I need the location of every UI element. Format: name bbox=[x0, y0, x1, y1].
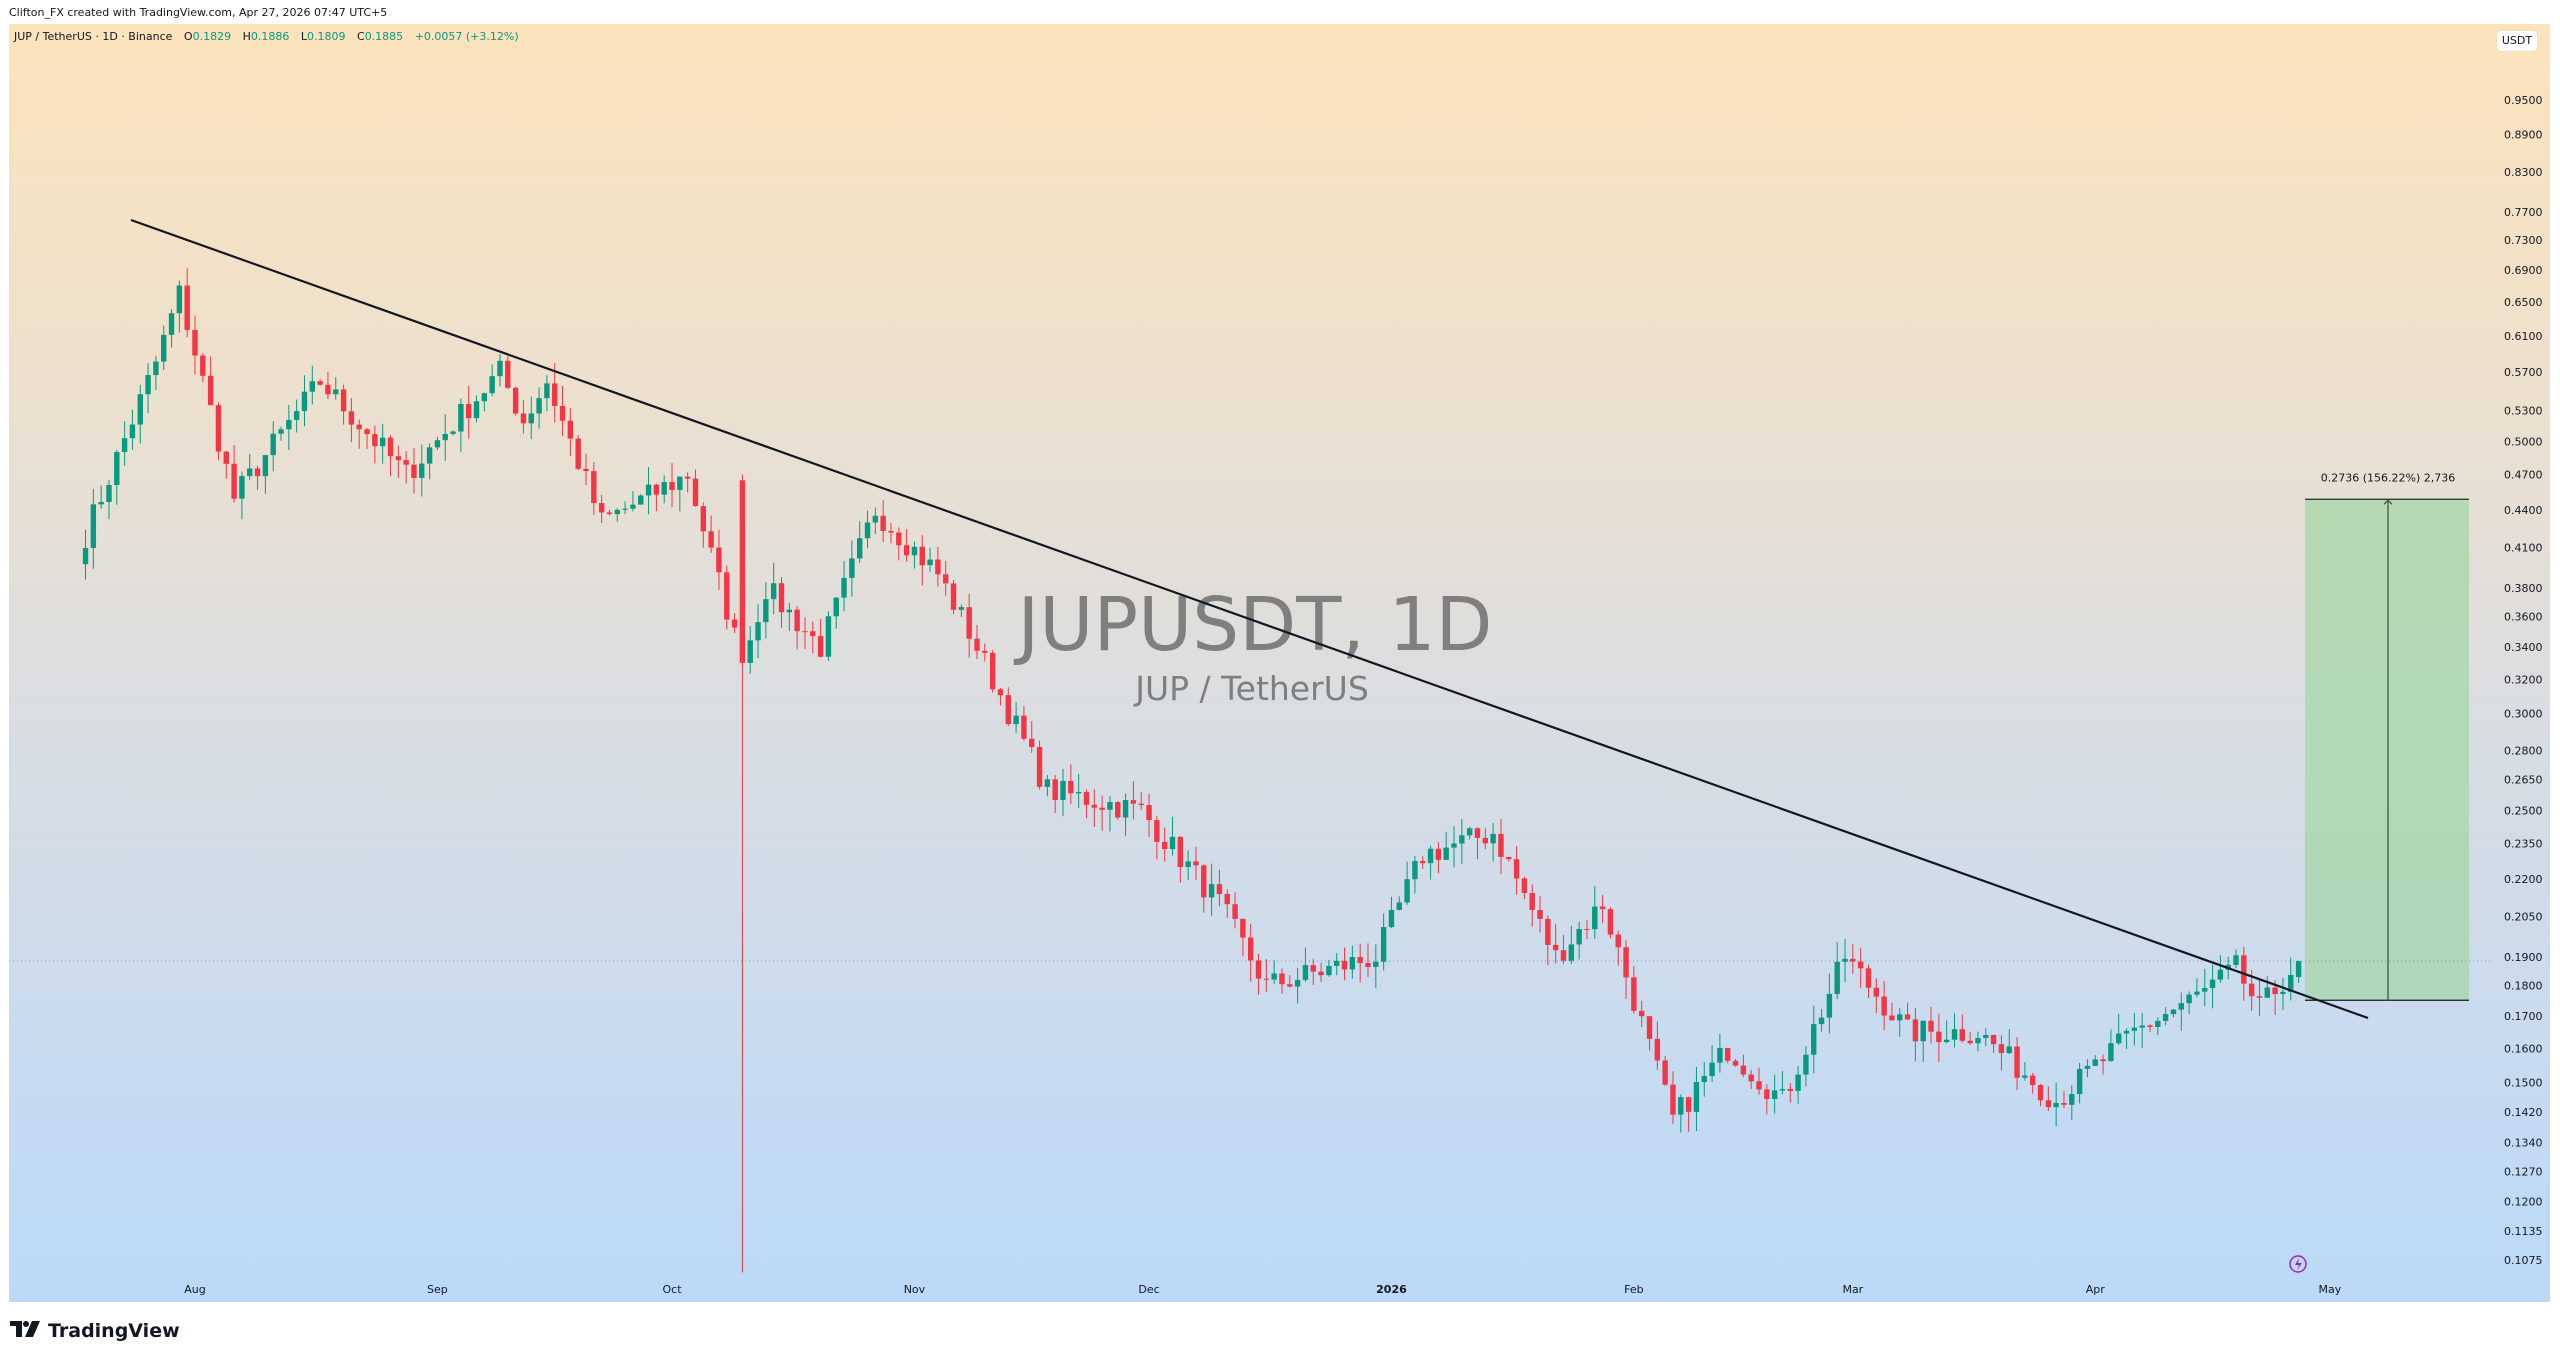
measure-box[interactable] bbox=[2305, 499, 2469, 1001]
price-tick-label: 0.6100 bbox=[2504, 330, 2543, 343]
close-value: 0.1885 bbox=[364, 30, 404, 43]
price-tick-label: 0.3400 bbox=[2504, 641, 2543, 654]
price-tick-label: 0.2800 bbox=[2504, 744, 2543, 757]
price-tick-label: 0.1600 bbox=[2504, 1042, 2543, 1055]
price-tick-label: 0.6500 bbox=[2504, 296, 2543, 309]
high-value: 0.1886 bbox=[250, 30, 290, 43]
price-tick-label: 0.2350 bbox=[2504, 838, 2543, 851]
chart-pane[interactable] bbox=[9, 24, 2550, 1302]
alert-marker[interactable] bbox=[2289, 1255, 2307, 1273]
price-tick-label: 0.2500 bbox=[2504, 805, 2543, 818]
price-axis[interactable]: 0.9500 0.8900 0.8300 0.7700 0.7300 0.6900 0.65… bbox=[2504, 94, 2543, 1267]
symbol-legend: JUP / TetherUS · 1D · Binance O0.1829 H0… bbox=[14, 30, 519, 43]
price-tick-label: 0.3000 bbox=[2504, 708, 2543, 721]
time-tick-label: Dec bbox=[1138, 1283, 1159, 1296]
low-value: 0.1809 bbox=[307, 30, 346, 43]
price-tick-label: 0.5000 bbox=[2504, 436, 2543, 449]
watermark-title: JUPUSDT, 1D bbox=[1013, 582, 1492, 668]
price-tick-label: 0.3200 bbox=[2504, 673, 2543, 686]
price-tick-label: 0.4400 bbox=[2504, 504, 2543, 517]
symbol-line: JUP / TetherUS · 1D · Binance bbox=[14, 30, 173, 43]
price-tick-label: 0.9500 bbox=[2504, 94, 2543, 107]
symbol-watermark: JUPUSDT, 1D JUP / TetherUS bbox=[1013, 582, 1492, 708]
price-tick-label: 0.1270 bbox=[2504, 1165, 2543, 1178]
price-tick-label: 0.2050 bbox=[2504, 910, 2543, 923]
price-tick-label: 0.3800 bbox=[2504, 582, 2543, 595]
measure-label: 0.2736 (156.22%) 2,736 bbox=[2321, 471, 2456, 484]
change-value: +0.0057 (+3.12%) bbox=[414, 30, 519, 43]
price-tick-label: 0.5700 bbox=[2504, 366, 2543, 379]
tradingview-logo-icon bbox=[10, 1320, 42, 1342]
price-tick-label: 0.7700 bbox=[2504, 206, 2543, 219]
time-tick-label: Nov bbox=[904, 1283, 926, 1296]
time-tick-label: May bbox=[2318, 1283, 2341, 1296]
price-tick-label: 0.1500 bbox=[2504, 1077, 2543, 1090]
open-label: O bbox=[183, 30, 193, 43]
price-tick-label: 0.8900 bbox=[2504, 129, 2543, 142]
time-axis[interactable]: Aug Sep Oct Nov Dec 2026 Feb Mar Apr May bbox=[184, 1283, 2341, 1296]
currency-unit-button[interactable]: USDT bbox=[2497, 31, 2537, 51]
tradingview-logo[interactable]: TradingView bbox=[10, 1320, 180, 1342]
price-tick-label: 0.1700 bbox=[2504, 1010, 2543, 1023]
price-tick-label: 0.8300 bbox=[2504, 166, 2543, 179]
price-tick-label: 0.1200 bbox=[2504, 1195, 2543, 1208]
low-label: L bbox=[300, 30, 307, 43]
time-tick-label: Aug bbox=[184, 1283, 205, 1296]
price-tick-label: 0.6900 bbox=[2504, 264, 2543, 277]
price-tick-label: 0.1135 bbox=[2504, 1225, 2543, 1238]
arrow-up-icon bbox=[2383, 499, 2393, 505]
time-tick-label: 2026 bbox=[1376, 1283, 1407, 1296]
time-tick-label: Sep bbox=[427, 1283, 448, 1296]
price-tick-label: 0.4100 bbox=[2504, 541, 2543, 554]
price-tick-label: 0.3600 bbox=[2504, 611, 2543, 624]
lightning-icon[interactable] bbox=[2289, 1255, 2307, 1273]
high-label: H bbox=[242, 30, 251, 43]
price-tick-label: 0.1075 bbox=[2504, 1254, 2543, 1267]
price-tick-label: 0.5300 bbox=[2504, 405, 2543, 418]
price-tick-label: 0.1340 bbox=[2504, 1137, 2543, 1150]
price-tick-label: 0.1800 bbox=[2504, 980, 2543, 993]
time-tick-label: Mar bbox=[1842, 1283, 1863, 1296]
close-label: C bbox=[357, 30, 365, 43]
price-tick-label: 0.1900 bbox=[2504, 951, 2543, 964]
price-tick-label: 0.7300 bbox=[2504, 234, 2543, 247]
price-tick-label: 0.2650 bbox=[2504, 774, 2543, 787]
price-tick-label: 0.2200 bbox=[2504, 873, 2543, 886]
candles bbox=[82, 268, 2302, 1273]
open-value: 0.1829 bbox=[192, 30, 232, 43]
trendline[interactable] bbox=[130, 218, 2369, 1020]
price-tick-label: 0.1420 bbox=[2504, 1106, 2543, 1119]
price-range-measure[interactable]: 0.2736 (156.22%) 2,736 bbox=[2305, 471, 2469, 1001]
price-tick-label: 0.4700 bbox=[2504, 469, 2543, 482]
time-tick-label: Feb bbox=[1624, 1283, 1643, 1296]
tradingview-logo-text: TradingView bbox=[48, 1320, 180, 1342]
chart-credit: Clifton_FX created with TradingView.com,… bbox=[9, 6, 388, 19]
time-tick-label: Apr bbox=[2086, 1283, 2106, 1296]
watermark-subtitle: JUP / TetherUS bbox=[1133, 669, 1369, 708]
time-tick-label: Oct bbox=[663, 1283, 683, 1296]
